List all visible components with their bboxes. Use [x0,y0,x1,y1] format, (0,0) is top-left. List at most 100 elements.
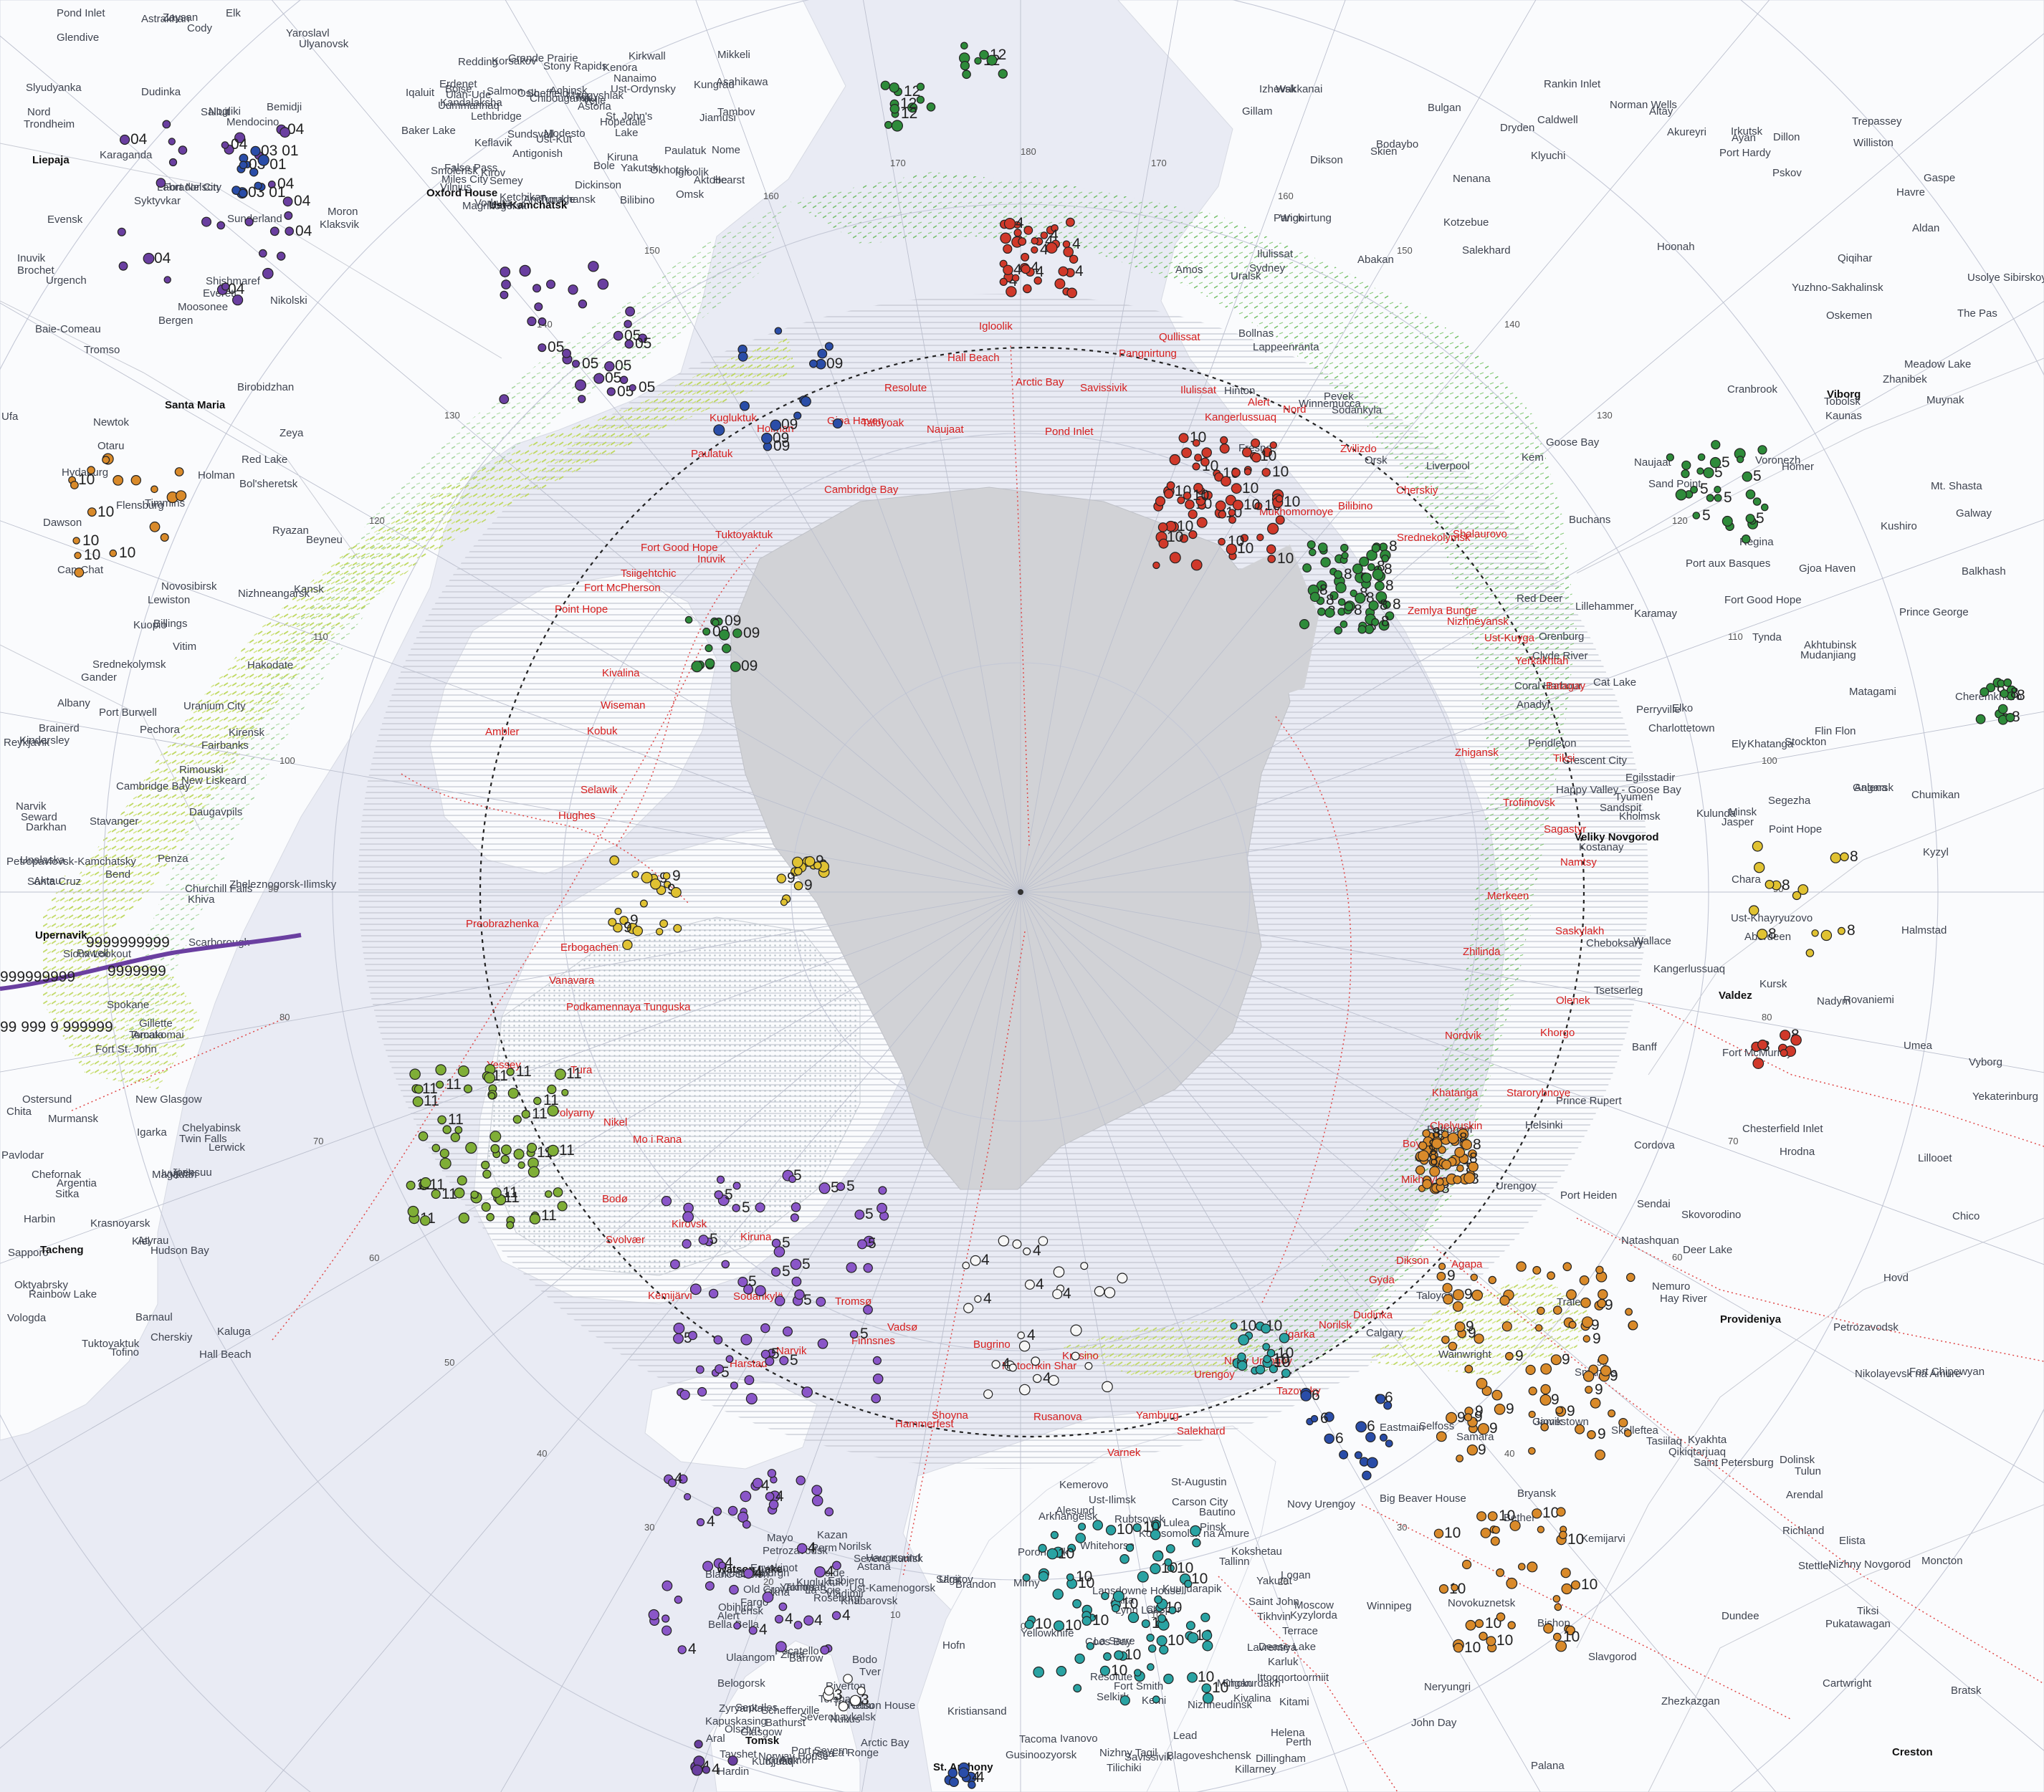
observation-point[interactable] [774,1295,785,1306]
observation-point[interactable] [151,485,158,494]
observation-point[interactable] [688,1331,697,1341]
observation-point[interactable] [1436,1177,1444,1186]
observation-point[interactable] [1228,509,1236,517]
observation-point[interactable] [1018,237,1027,246]
observation-point[interactable] [1359,556,1370,567]
observation-point[interactable] [1436,1431,1447,1442]
observation-point[interactable] [762,1591,774,1604]
observation-point[interactable] [2003,678,2012,687]
observation-point[interactable] [1101,1591,1109,1601]
observation-point[interactable] [1040,231,1049,239]
observation-point[interactable] [1339,620,1348,628]
observation-point[interactable] [1080,1262,1089,1270]
observation-point[interactable] [770,419,781,431]
observation-point[interactable] [604,361,615,372]
observation-point[interactable] [457,1175,467,1186]
observation-point[interactable] [1490,1536,1500,1546]
observation-point[interactable] [250,145,261,156]
observation-point[interactable] [831,1561,841,1571]
observation-point[interactable] [470,1190,479,1199]
observation-point[interactable] [249,168,259,177]
observation-point[interactable] [857,1239,867,1250]
observation-point[interactable] [254,181,262,190]
observation-point[interactable] [1476,1511,1487,1522]
observation-point[interactable] [1069,254,1079,264]
observation-point[interactable] [1255,1364,1266,1375]
observation-point[interactable] [1256,533,1264,542]
observation-point[interactable] [716,1175,725,1184]
observation-point[interactable] [1381,555,1390,562]
observation-point[interactable] [838,1701,849,1712]
observation-point[interactable] [1241,447,1252,458]
observation-point[interactable] [257,154,269,166]
observation-point[interactable] [1329,591,1339,600]
observation-point[interactable] [163,276,171,284]
observation-point[interactable] [606,387,616,396]
observation-point[interactable] [1228,516,1236,524]
observation-point[interactable] [481,1202,491,1212]
observation-point[interactable] [538,317,547,326]
observation-point[interactable] [1367,1457,1378,1469]
observation-point[interactable] [1038,1571,1049,1582]
observation-point[interactable] [1553,1305,1562,1315]
observation-point[interactable] [221,141,229,149]
observation-point[interactable] [1261,1323,1271,1334]
observation-point[interactable] [1185,1621,1195,1631]
observation-point[interactable] [1219,443,1230,454]
observation-point[interactable] [793,881,803,891]
observation-point[interactable] [691,661,703,673]
observation-point[interactable] [1565,1625,1575,1636]
observation-point[interactable] [1023,284,1032,294]
observation-point[interactable] [527,1142,538,1153]
observation-point[interactable] [674,1595,683,1604]
observation-point[interactable] [1350,589,1357,598]
observation-point[interactable] [1753,861,1765,873]
observation-point[interactable] [439,1149,449,1159]
observation-point[interactable] [1371,543,1380,553]
observation-point[interactable] [277,251,286,261]
observation-point[interactable] [1374,581,1385,591]
observation-point[interactable] [1324,1412,1334,1422]
observation-point[interactable] [619,375,629,384]
observation-point[interactable] [1054,278,1066,289]
observation-point[interactable] [689,1283,702,1295]
observation-point[interactable] [721,643,732,653]
observation-point[interactable] [760,1349,770,1359]
observation-point[interactable] [960,42,968,50]
observation-point[interactable] [1714,494,1722,502]
observation-point[interactable] [1066,1573,1074,1581]
observation-point[interactable] [682,1239,692,1249]
observation-point[interactable] [1165,1544,1175,1553]
observation-point[interactable] [1166,481,1175,490]
observation-point[interactable] [1266,1348,1276,1358]
observation-point[interactable] [916,82,925,91]
observation-point[interactable] [418,1131,429,1141]
observation-point[interactable] [1203,490,1213,500]
observation-point[interactable] [557,1201,568,1212]
observation-point[interactable] [1697,453,1706,461]
observation-point[interactable] [1595,1450,1606,1460]
observation-point[interactable] [1112,1590,1124,1602]
observation-point[interactable] [702,1561,714,1572]
observation-point[interactable] [1192,1538,1201,1548]
observation-point[interactable] [1179,534,1189,543]
observation-point[interactable] [767,1469,777,1478]
observation-point[interactable] [1070,1324,1082,1336]
observation-point[interactable] [1797,884,1809,895]
observation-point[interactable] [1188,509,1198,519]
observation-point[interactable] [1340,544,1349,552]
observation-point[interactable] [571,360,580,368]
observation-point[interactable] [284,211,293,220]
observation-point[interactable] [1031,237,1038,245]
observation-point[interactable] [1711,440,1721,450]
observation-point[interactable] [1438,1262,1446,1270]
observation-point[interactable] [1218,537,1226,546]
observation-point[interactable] [431,1189,441,1199]
observation-point[interactable] [568,284,578,295]
observation-point[interactable] [1451,1583,1458,1591]
observation-point[interactable] [506,1068,515,1076]
observation-point[interactable] [1379,1433,1388,1442]
observation-point[interactable] [1790,1034,1802,1046]
